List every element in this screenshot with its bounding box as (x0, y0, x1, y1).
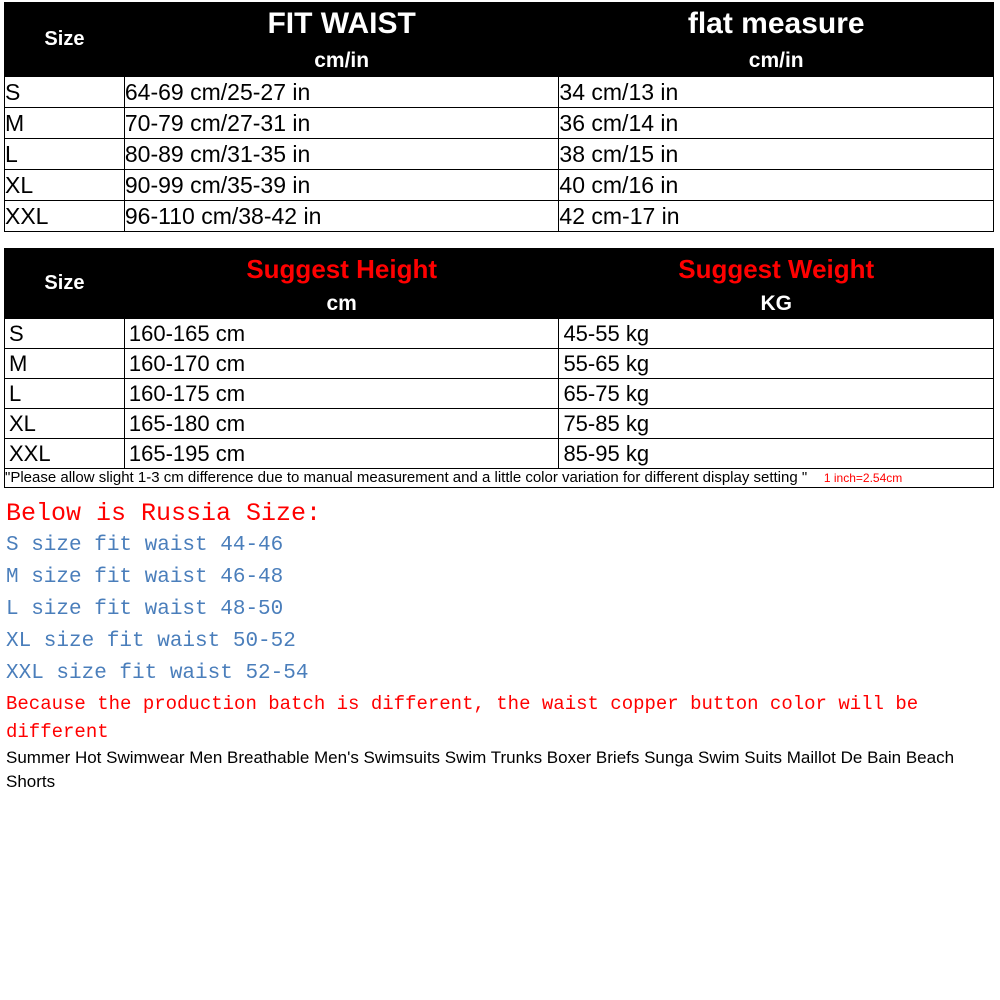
russia-title: Below is Russia Size: (6, 498, 996, 530)
table-row: M 70-79 cm/27-31 in 36 cm/14 in (5, 108, 994, 139)
t2-col2-title: Suggest Weight (559, 249, 994, 290)
russia-size-m: M size fit waist 46-48 (6, 562, 996, 594)
t1-col1-title: FIT WAIST (124, 3, 559, 46)
table-row: XXL 96-110 cm/38-42 in 42 cm-17 in (5, 201, 994, 232)
production-warning: Because the production batch is differen… (6, 690, 996, 746)
note-text: "Please allow slight 1-3 cm difference d… (5, 469, 807, 486)
t2-col1-unit: cm (124, 290, 559, 319)
table-row: XL 90-99 cm/35-39 in 40 cm/16 in (5, 170, 994, 201)
table-row: XL 165-180 cm 75-85 kg (5, 409, 994, 439)
t2-col2-unit: KG (559, 290, 994, 319)
russia-size-l: L size fit waist 48-50 (6, 594, 996, 626)
table-row: M 160-170 cm 55-65 kg (5, 349, 994, 379)
table-row: XXL 165-195 cm 85-95 kg (5, 439, 994, 469)
russia-size-block: Below is Russia Size: S size fit waist 4… (4, 498, 996, 794)
t1-col2-unit: cm/in (559, 46, 994, 77)
russia-size-s: S size fit waist 44-46 (6, 530, 996, 562)
t1-size-header: Size (5, 3, 125, 77)
russia-size-xxl: XXL size fit waist 52-54 (6, 658, 996, 690)
t2-col1-title: Suggest Height (124, 249, 559, 290)
measurement-note-row: "Please allow slight 1-3 cm difference d… (5, 469, 994, 488)
table-row: S 160-165 cm 45-55 kg (5, 319, 994, 349)
table-row: S 64-69 cm/25-27 in 34 cm/13 in (5, 77, 994, 108)
size-table-fit-waist: Size FIT WAIST flat measure cm/in cm/in … (4, 2, 994, 232)
product-description: Summer Hot Swimwear Men Breathable Men's… (6, 746, 996, 794)
table-row: L 80-89 cm/31-35 in 38 cm/15 in (5, 139, 994, 170)
size-table-suggest: Size Suggest Height Suggest Weight cm KG… (4, 248, 994, 488)
t1-col1-unit: cm/in (124, 46, 559, 77)
t2-size-header: Size (5, 249, 125, 319)
t1-col2-title: flat measure (559, 3, 994, 46)
note-conversion: 1 inch=2.54cm (824, 471, 902, 485)
table-row: L 160-175 cm 65-75 kg (5, 379, 994, 409)
russia-size-xl: XL size fit waist 50-52 (6, 626, 996, 658)
